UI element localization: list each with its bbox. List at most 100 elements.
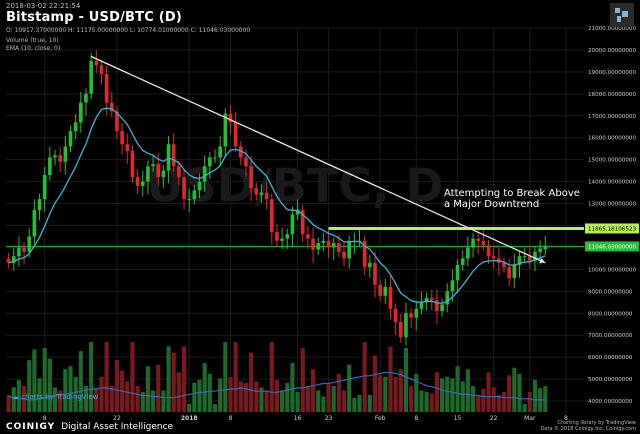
volume-bar <box>176 372 181 412</box>
candle-body <box>460 258 465 265</box>
volume-bar <box>207 373 212 412</box>
volume-bar <box>429 393 434 412</box>
candle-body <box>424 297 429 303</box>
volume-bar <box>27 360 32 412</box>
candle-body <box>223 113 228 147</box>
candle-body <box>393 308 398 323</box>
candle-body <box>507 267 511 279</box>
candle-body <box>378 284 382 296</box>
candle-body <box>502 262 506 268</box>
volume-bar <box>419 390 424 412</box>
volume-bar <box>434 372 439 412</box>
candle-body <box>94 60 99 66</box>
volume-bar <box>316 390 321 412</box>
x-tick-label: 22 <box>113 415 121 422</box>
x-tick-label: 8 <box>43 415 47 422</box>
candle-body <box>58 155 62 162</box>
volume-bar <box>331 385 336 412</box>
volume-bar <box>171 352 176 412</box>
volume-bar <box>476 396 481 412</box>
volume-bar <box>6 394 11 412</box>
volume-bar <box>187 404 192 412</box>
volume-bar <box>104 342 109 412</box>
volume-bar <box>99 376 104 412</box>
candle-body <box>429 297 434 301</box>
volume-bar <box>125 381 130 412</box>
candle-body <box>202 166 207 182</box>
volume-bar <box>228 376 233 412</box>
volume-bar <box>393 376 398 412</box>
y-tick-label: 6000.00000000 <box>588 355 633 361</box>
volume-bar <box>16 379 21 412</box>
ema-line <box>8 107 546 304</box>
candle-body <box>383 286 388 296</box>
watermark-text: USD/BTC, D <box>146 158 443 212</box>
trendline-arrow <box>539 258 546 263</box>
volume-bar <box>465 369 470 412</box>
candle-body <box>373 262 377 285</box>
volume-bar <box>347 364 352 412</box>
candle-body <box>466 247 470 259</box>
candle-body <box>109 102 114 112</box>
volume-bar <box>73 376 78 412</box>
footer-credit-line-1: Charting library by TradingView <box>557 420 636 426</box>
footer-tagline: Digital Asset Intelligence <box>61 422 174 432</box>
candle-body <box>538 248 542 252</box>
candle-body <box>533 251 537 261</box>
x-tick-label: 8 <box>229 415 233 422</box>
volume-bar <box>357 395 362 412</box>
candle-body <box>89 60 93 94</box>
candle-body <box>146 166 150 182</box>
volume-bar <box>398 369 403 412</box>
volume-bar <box>47 358 52 412</box>
last-price-box <box>585 241 639 252</box>
volume-bar <box>52 387 58 412</box>
candle-body <box>398 322 403 338</box>
volume-bar <box>522 404 527 412</box>
candle-body <box>79 102 83 123</box>
candle-body <box>187 199 192 201</box>
volume-bar <box>89 342 94 412</box>
x-tick-label: 22 <box>490 415 498 422</box>
candle-body <box>68 131 73 147</box>
volume-bar <box>197 379 202 412</box>
volume-bar <box>192 382 197 412</box>
volume-bar <box>486 372 491 412</box>
y-tick-label: 9000.00000000 <box>588 289 633 295</box>
candle-body <box>254 188 259 195</box>
volume-bar <box>83 385 89 412</box>
tradingview-badge-text: charts by TradingView <box>21 393 99 401</box>
candle-body <box>342 251 346 259</box>
volume-bar <box>140 391 145 412</box>
volume-bar <box>507 375 512 412</box>
tradingview-badge[interactable]: ☁ charts by TradingView <box>12 393 98 401</box>
candle-body <box>522 256 527 258</box>
volume-bar <box>440 378 445 412</box>
volume-bar <box>274 379 280 412</box>
candle-body <box>321 240 326 244</box>
footer-brand: COINIGY Digital Asset Intelligence <box>6 422 173 432</box>
y-tick-label: 14000.00000000 <box>588 180 636 186</box>
volume-bar <box>383 376 388 412</box>
candle-body <box>486 245 491 257</box>
candle-body <box>414 308 419 318</box>
volume-bar <box>295 391 300 412</box>
x-tick-label: 8 <box>564 415 568 422</box>
candle-body <box>37 199 42 211</box>
chart-title: Bitstamp - USD/BTC (D) <box>6 10 182 25</box>
candle-body <box>17 247 21 257</box>
volume-bar <box>470 385 476 412</box>
volume-bar <box>11 387 16 412</box>
candle-body <box>84 93 88 103</box>
candle-body <box>264 192 269 200</box>
volume-bar <box>341 390 347 412</box>
volume-bar <box>352 398 357 412</box>
candle-body <box>151 164 155 167</box>
y-tick-label: 13000.00000000 <box>588 202 636 208</box>
volume-bar <box>202 363 207 412</box>
y-tick-label: 20000.00000000 <box>588 48 636 54</box>
volume-bar <box>403 348 409 412</box>
candle-body <box>326 240 331 248</box>
volume-bar <box>367 394 372 412</box>
